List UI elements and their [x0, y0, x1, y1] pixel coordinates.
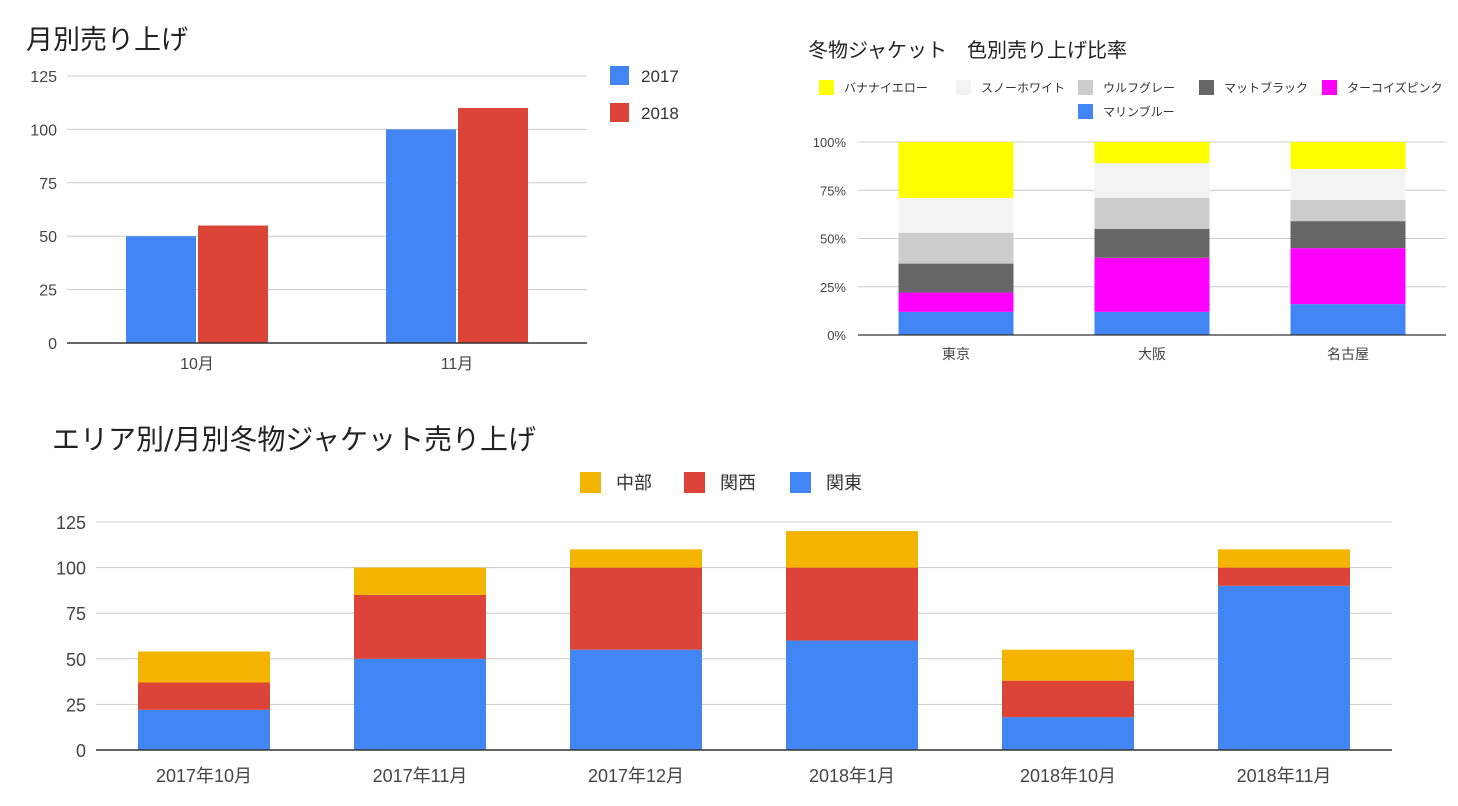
legend-swatch [684, 472, 705, 493]
legend-label: ターコイズピンク [1347, 80, 1443, 95]
y-tick-label: 0 [76, 741, 86, 761]
y-tick-label: 25 [66, 695, 86, 715]
stacked-bar-segment [1094, 257, 1210, 312]
stacked-bar-segment [786, 531, 918, 568]
stacked-bar-segment [898, 142, 1014, 198]
stacked-bar-segment [1094, 197, 1210, 229]
x-tick-label: 11月 [441, 356, 474, 373]
bar [198, 225, 268, 343]
stacked-bar-segment [1094, 311, 1210, 335]
y-tick-label: 75% [820, 183, 846, 198]
y-tick-label: 0% [827, 328, 846, 343]
legend-label: マットブラック [1224, 80, 1308, 95]
stacked-bar-segment [898, 197, 1014, 233]
x-tick-label: 東京 [942, 346, 970, 362]
chart-title-area-monthly-sales: エリア別/月別冬物ジャケット売り上げ [52, 423, 537, 456]
stacked-bar-segment [1094, 142, 1210, 164]
y-tick-label: 50 [39, 229, 57, 246]
stacked-bar-segment [1002, 649, 1134, 681]
stacked-bar-segment [898, 263, 1014, 293]
legend-swatch [610, 103, 629, 122]
legend-swatch [610, 66, 629, 85]
stacked-bar-segment [138, 651, 270, 683]
x-tick-label: 大阪 [1138, 346, 1166, 362]
chart-title-color-ratio: 冬物ジャケット 色別売り上げ比率 [808, 38, 1127, 62]
stacked-bar-segment [138, 709, 270, 750]
stacked-bar-segment [898, 232, 1014, 264]
stacked-bar-segment [354, 594, 486, 659]
legend-swatch [819, 80, 834, 95]
bar [126, 236, 196, 343]
stacked-bar-segment [138, 682, 270, 710]
bar [386, 129, 456, 343]
bar [458, 108, 528, 343]
y-tick-label: 75 [39, 176, 57, 193]
legend-label: スノーホワイト [981, 81, 1065, 95]
stacked-bar-segment [1002, 717, 1134, 750]
stacked-bar-segment [786, 567, 918, 641]
legend-swatch [1322, 80, 1337, 95]
stacked-bar-segment [570, 549, 702, 568]
legend-label: 関東 [826, 473, 862, 493]
stacked-bar-segment [898, 292, 1014, 312]
x-tick-label: 2018年11月 [1237, 766, 1332, 786]
x-tick-label: 名古屋 [1327, 346, 1369, 362]
y-tick-label: 25% [820, 280, 846, 295]
legend-label: 2017 [641, 67, 679, 86]
legend-label: マリンブルー [1103, 104, 1175, 119]
stacked-bar-segment [786, 640, 918, 750]
x-tick-label: 2017年10月 [156, 766, 252, 786]
stacked-bar-segment [1290, 248, 1406, 305]
y-tick-label: 125 [56, 513, 86, 533]
y-tick-label: 25 [39, 283, 57, 300]
stacked-bar-segment [354, 567, 486, 595]
legend-swatch [580, 472, 601, 493]
stacked-bar-segment [1218, 585, 1350, 750]
stacked-bar-segment [1290, 221, 1406, 249]
legend-swatch [1078, 104, 1093, 119]
x-tick-label: 2018年1月 [809, 766, 895, 786]
legend-label: ウルフグレー [1103, 81, 1175, 95]
y-tick-label: 50% [820, 232, 846, 247]
stacked-bar-segment [1290, 199, 1406, 222]
stacked-bar-segment [898, 311, 1014, 335]
stacked-bar-segment [1290, 142, 1406, 170]
y-tick-label: 50 [66, 650, 86, 670]
stacked-bar-segment [1002, 680, 1134, 718]
stacked-bar-segment [1218, 567, 1350, 586]
stacked-bar-segment [1218, 549, 1350, 568]
y-tick-label: 100 [56, 559, 86, 579]
x-tick-label: 2018年10月 [1020, 766, 1116, 786]
stacked-bar-segment [570, 649, 702, 750]
legend-swatch [1199, 80, 1214, 95]
legend-label: 関西 [720, 473, 756, 493]
y-tick-label: 0 [48, 336, 57, 353]
legend-swatch [956, 80, 971, 95]
y-tick-label: 75 [66, 604, 86, 624]
stacked-bar-segment [570, 567, 702, 650]
y-tick-label: 125 [30, 69, 57, 86]
stacked-bar-segment [354, 658, 486, 750]
stacked-bar-segment [1094, 163, 1210, 198]
legend-label: 中部 [616, 473, 652, 493]
x-tick-label: 10月 [180, 356, 214, 373]
stacked-bar-segment [1290, 169, 1406, 200]
stacked-bar-segment [1290, 304, 1406, 335]
chart-title-monthly-sales: 月別売り上げ [26, 25, 188, 56]
legend-label: 2018 [641, 104, 679, 123]
legend-swatch [790, 472, 811, 493]
legend-swatch [1078, 80, 1093, 95]
x-tick-label: 2017年11月 [373, 766, 468, 786]
legend-label: バナナイエロー [844, 81, 928, 95]
stacked-bar-segment [1094, 228, 1210, 258]
y-tick-label: 100 [30, 122, 57, 139]
y-tick-label: 100% [813, 135, 847, 150]
x-tick-label: 2017年12月 [588, 766, 684, 786]
